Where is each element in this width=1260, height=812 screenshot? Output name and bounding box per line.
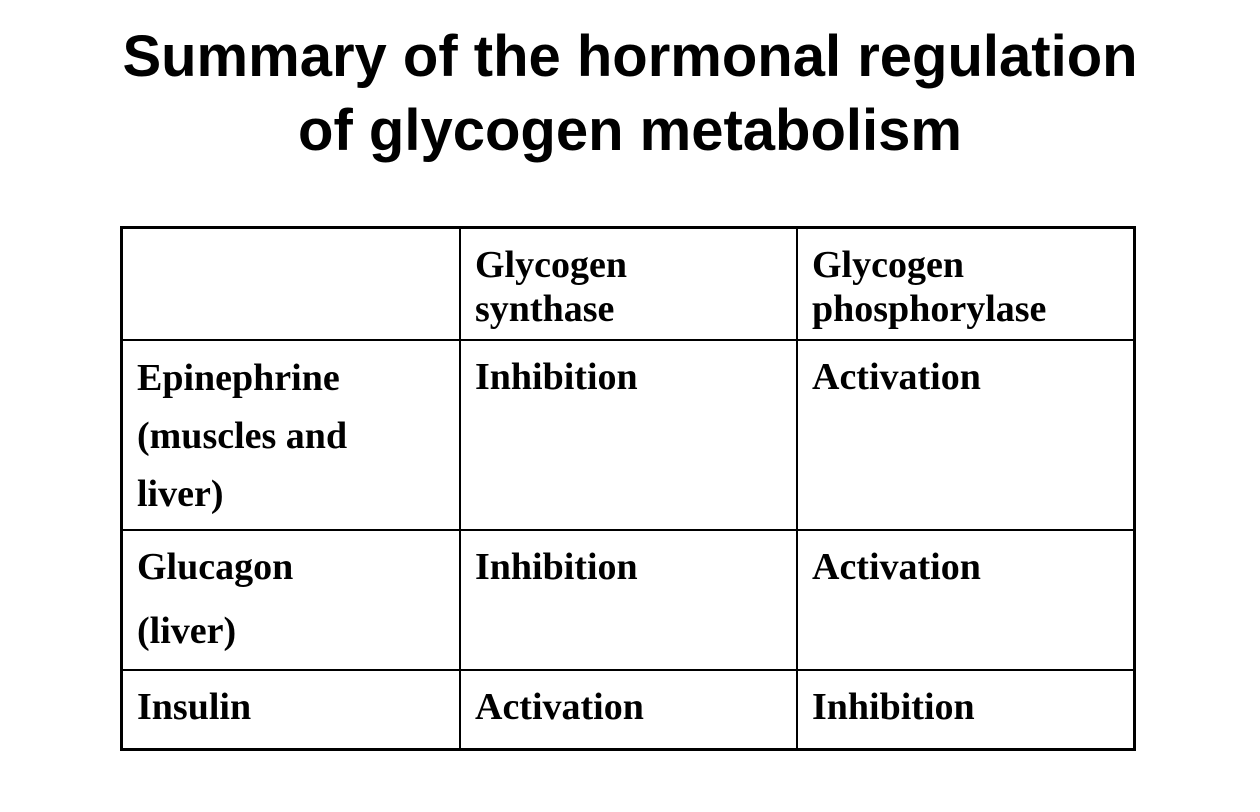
header-cell-synthase: Glycogen synthase (459, 226, 798, 341)
effect-cell: Inhibition (459, 338, 798, 531)
effect-cell: Activation (796, 528, 1136, 671)
table-row: Epinephrine (muscles and liver) Inhibiti… (120, 338, 1136, 531)
effect-cell: Inhibition (459, 528, 798, 671)
table-row: Glucagon (liver) Inhibition Activation (120, 528, 1136, 671)
effect-cell: Activation (796, 338, 1136, 531)
regulation-table: Glycogen synthase Glycogen phosphorylase… (120, 226, 1136, 751)
table-row: Insulin Activation Inhibition (120, 668, 1136, 751)
header-cell-empty (120, 226, 461, 341)
page-title: Summary of the hormonal regulation of gl… (122, 24, 1138, 163)
effect-cell: Activation (459, 668, 798, 751)
hormone-cell: Insulin (120, 668, 461, 751)
effect-cell: Inhibition (796, 668, 1136, 751)
header-cell-phosphorylase: Glycogen phosphorylase (796, 226, 1136, 341)
hormone-cell: Epinephrine (muscles and liver) (120, 338, 461, 531)
hormone-cell: Glucagon (liver) (120, 528, 461, 671)
table-header-row: Glycogen synthase Glycogen phosphorylase (120, 226, 1136, 341)
